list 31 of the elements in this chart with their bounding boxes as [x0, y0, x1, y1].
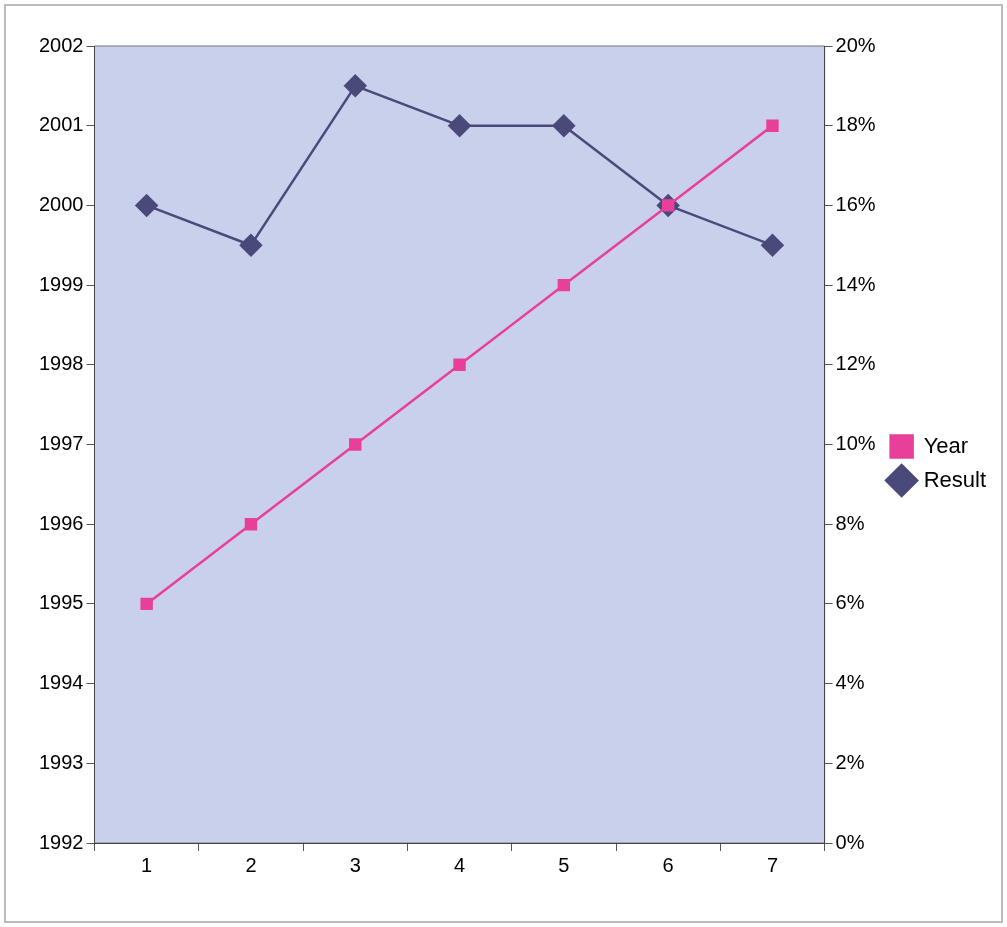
y2-tick-label: 18% — [835, 113, 876, 136]
y-tick-label: 1998 — [38, 352, 84, 375]
y2-tick-label: 0% — [835, 830, 865, 853]
y2-tick-label: 12% — [835, 352, 876, 375]
y-tick-label: 1996 — [38, 511, 84, 534]
y2-tick-label: 10% — [835, 432, 876, 455]
x-tick-label: 7 — [766, 853, 779, 876]
x-tick-label: 3 — [349, 853, 361, 876]
y-tick-label: 1997 — [38, 432, 84, 455]
y2-tick-label: 4% — [835, 671, 865, 694]
x-tick-label: 5 — [558, 853, 570, 876]
y-tick-label: 2000 — [38, 192, 84, 215]
x-tick-label: 4 — [453, 853, 466, 876]
y-tick-label: 1994 — [38, 671, 84, 694]
y-tick-label: 2002 — [38, 33, 84, 56]
legend-label: Year — [923, 432, 969, 458]
y-tick-label: 2001 — [38, 113, 84, 136]
y2-tick-label: 6% — [835, 591, 865, 614]
y2-tick-label: 20% — [835, 33, 876, 56]
y-tick-label: 1993 — [38, 750, 84, 773]
y-tick-label: 1995 — [38, 591, 84, 614]
y2-tick-label: 14% — [835, 272, 876, 295]
legend-label: Result — [923, 466, 986, 492]
y2-tick-label: 16% — [835, 192, 876, 215]
x-tick-label: 6 — [662, 853, 674, 876]
x-tick-label: 2 — [245, 853, 257, 876]
y-tick-label: 1999 — [38, 272, 84, 295]
y-tick-label: 1992 — [38, 830, 84, 853]
y2-tick-label: 2% — [835, 750, 865, 773]
y2-tick-label: 8% — [835, 511, 865, 534]
x-tick-label: 1 — [141, 853, 153, 876]
